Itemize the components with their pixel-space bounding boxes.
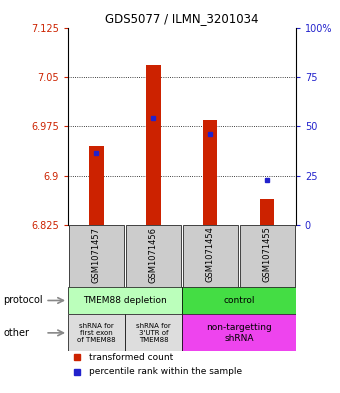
- Text: shRNA for
3'UTR of
TMEM88: shRNA for 3'UTR of TMEM88: [136, 323, 171, 343]
- Text: other: other: [3, 328, 29, 338]
- Bar: [182, 286, 296, 314]
- Text: TMEM88 depletion: TMEM88 depletion: [83, 296, 167, 305]
- Text: shRNA for
first exon
of TMEM88: shRNA for first exon of TMEM88: [77, 323, 116, 343]
- Bar: [146, 65, 160, 225]
- Bar: [69, 225, 124, 286]
- Bar: [182, 314, 296, 351]
- Text: protocol: protocol: [3, 296, 43, 305]
- Text: GSM1071455: GSM1071455: [263, 227, 272, 283]
- Bar: [89, 146, 104, 225]
- Text: control: control: [223, 296, 255, 305]
- Bar: [183, 225, 238, 286]
- Bar: [126, 225, 181, 286]
- Text: percentile rank within the sample: percentile rank within the sample: [88, 367, 242, 376]
- Bar: [125, 314, 182, 351]
- Text: transformed count: transformed count: [88, 353, 173, 362]
- Text: non-targetting
shRNA: non-targetting shRNA: [206, 323, 272, 343]
- Bar: [68, 286, 182, 314]
- Title: GDS5077 / ILMN_3201034: GDS5077 / ILMN_3201034: [105, 12, 259, 25]
- Bar: [260, 198, 274, 225]
- Bar: [68, 314, 125, 351]
- Bar: [240, 225, 295, 286]
- Text: GSM1071457: GSM1071457: [92, 226, 101, 283]
- Text: GSM1071456: GSM1071456: [149, 226, 158, 283]
- Text: GSM1071454: GSM1071454: [206, 227, 215, 283]
- Bar: [203, 119, 218, 225]
